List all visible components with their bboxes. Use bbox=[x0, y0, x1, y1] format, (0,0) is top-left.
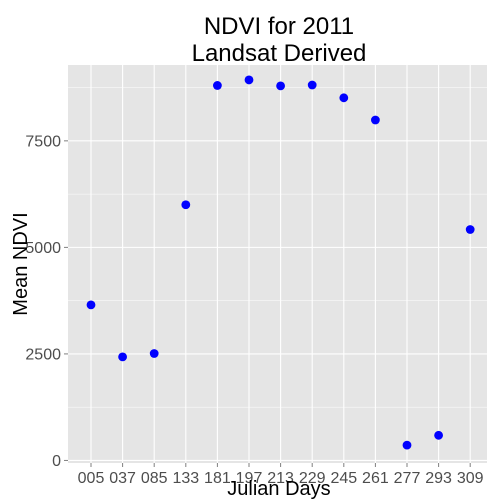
data-point bbox=[118, 352, 127, 362]
x-axis: 005 037 085 133 181 197 213 229 245 261 277 293 309 bbox=[78, 463, 484, 487]
x-tick-label: 213 bbox=[267, 470, 294, 487]
data-point bbox=[339, 93, 349, 103]
data-point bbox=[307, 80, 317, 90]
x-tick-label: 037 bbox=[109, 470, 136, 487]
data-point bbox=[213, 81, 222, 90]
data-point bbox=[465, 225, 475, 234]
plot-panel bbox=[68, 65, 487, 463]
y-tick-label: 7500 bbox=[25, 133, 61, 150]
data-point bbox=[86, 300, 96, 310]
data-point bbox=[402, 440, 412, 450]
data-point bbox=[181, 200, 191, 210]
y-tick-label: 0 bbox=[52, 453, 61, 470]
x-tick-label: 133 bbox=[172, 470, 199, 487]
data-point bbox=[244, 75, 254, 85]
x-tick-label: 197 bbox=[236, 470, 263, 487]
x-tick-label: 245 bbox=[330, 470, 357, 487]
y-tick-label: 5000 bbox=[25, 240, 61, 257]
y-axis-title: Mean NDVI bbox=[10, 212, 32, 315]
data-point bbox=[276, 81, 285, 91]
x-tick-label: 293 bbox=[425, 470, 452, 487]
x-tick-label: 005 bbox=[78, 470, 105, 487]
data-points bbox=[86, 75, 475, 450]
x-axis-title: Julian Days bbox=[227, 478, 330, 500]
x-tick-label: 229 bbox=[299, 470, 326, 487]
y-axis: 0 2500 5000 7500 bbox=[25, 133, 68, 470]
data-point bbox=[371, 115, 380, 125]
x-tick-label: 181 bbox=[204, 470, 231, 487]
data-point bbox=[149, 349, 159, 358]
data-point bbox=[434, 430, 443, 440]
chart-title-line-2: Landsat Derived bbox=[192, 40, 367, 67]
grid-lines bbox=[68, 65, 487, 463]
x-tick-label: 261 bbox=[362, 470, 389, 487]
x-tick-label: 277 bbox=[394, 470, 421, 487]
y-tick-label: 2500 bbox=[25, 346, 61, 363]
chart-title-line-1: NDVI for 2011 bbox=[204, 13, 354, 40]
x-tick-label: 309 bbox=[457, 470, 484, 487]
x-tick-label: 085 bbox=[141, 470, 168, 487]
